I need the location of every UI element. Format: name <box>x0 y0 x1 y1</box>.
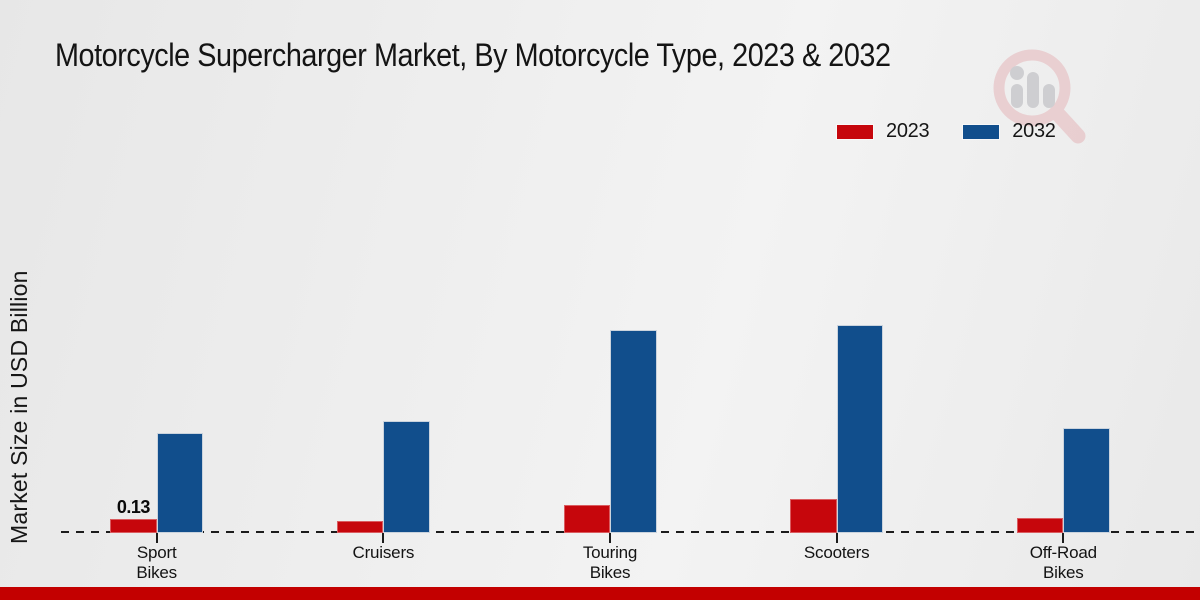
legend-item-2023: 2023 <box>837 120 930 143</box>
magnifier-icon <box>993 49 1086 144</box>
bar-2023-touring-bikes <box>563 505 611 533</box>
bar-2023-scooters <box>790 498 837 533</box>
bar-2032-touring-bikes <box>610 329 657 533</box>
x-axis-label-touring-bikes: Touring Bikes <box>582 543 638 582</box>
watermark-logo <box>993 49 1086 144</box>
data-label-2023-sport-bikes: 0.13 <box>116 497 151 518</box>
bar-2023-sport-bikes <box>110 519 157 533</box>
x-axis-tick-off-road-bikes <box>1062 533 1065 543</box>
bar-chart-person-icon <box>1010 66 1055 108</box>
x-axis-tick-scooters <box>835 533 838 543</box>
bar-2032-cruisers <box>383 421 430 533</box>
x-axis-tick-touring-bikes <box>609 533 612 543</box>
bar-2032-off-road-bikes <box>1063 427 1110 533</box>
x-axis-tick-cruisers <box>382 533 385 543</box>
legend-swatch-2032 <box>963 124 1000 139</box>
bar-2032-scooters <box>836 324 884 533</box>
x-axis-tick-sport-bikes <box>155 533 158 543</box>
x-axis-label-sport-bikes: Sport Bikes <box>136 543 177 582</box>
bar-2032-sport-bikes <box>156 433 204 533</box>
footer-accent-strip <box>0 587 1200 600</box>
legend-label-2023: 2023 <box>886 120 930 142</box>
legend-label-2032: 2032 <box>1012 120 1056 142</box>
x-axis-label-off-road-bikes: Off-Road Bikes <box>1029 543 1097 582</box>
bar-2023-off-road-bikes <box>1016 517 1064 533</box>
x-axis-label-cruisers: Cruisers <box>352 543 415 562</box>
x-axis-label-scooters: Scooters <box>803 543 870 562</box>
legend: 2023 2032 <box>837 120 1056 143</box>
legend-swatch-2023 <box>837 124 873 139</box>
bar-2023-cruisers <box>336 521 384 533</box>
legend-item-2032: 2032 <box>963 120 1056 143</box>
chart-title: Motorcycle Supercharger Market, By Motor… <box>55 37 891 73</box>
